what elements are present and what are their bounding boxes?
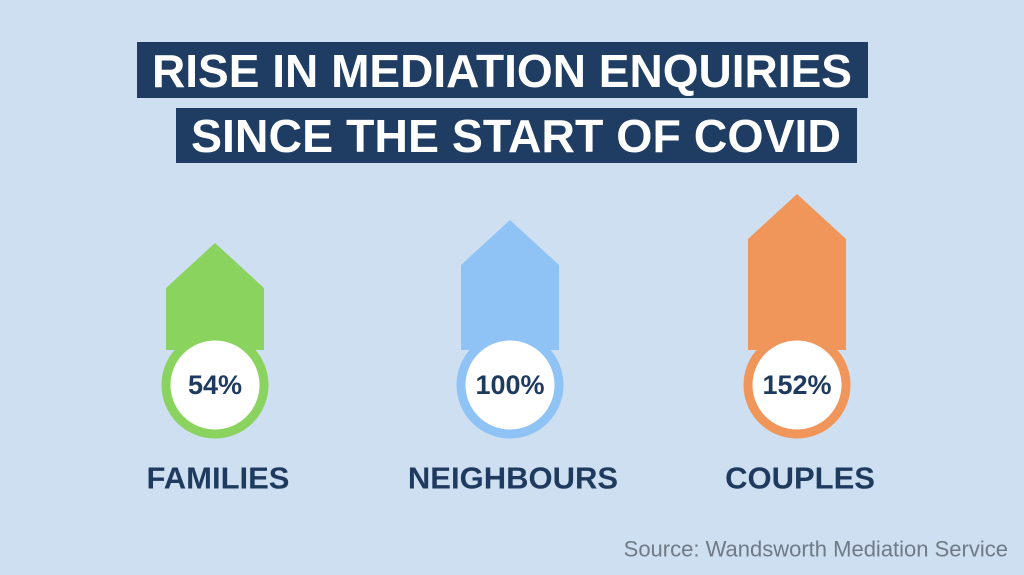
arrow — [748, 194, 846, 350]
chart-title: RISE IN MEDIATION ENQUIRIES — [152, 45, 852, 97]
value-label: 152% — [762, 370, 831, 400]
arrow — [166, 243, 264, 350]
title-box — [137, 42, 868, 98]
category-label: NEIGHBOURS — [408, 461, 618, 496]
source: Source: Wandsworth Mediation Service — [624, 537, 1008, 562]
value-label: 54% — [188, 370, 242, 400]
category-label: COUPLES — [725, 461, 875, 496]
value-ring — [743, 331, 851, 439]
arrow — [461, 220, 559, 350]
value-ring — [161, 331, 269, 439]
value-label: 100% — [475, 370, 544, 400]
title-box — [176, 108, 857, 163]
chart-title: SINCE THE START OF COVID — [191, 110, 841, 162]
value-ring — [456, 331, 564, 439]
category-label: FAMILIES — [147, 461, 290, 496]
